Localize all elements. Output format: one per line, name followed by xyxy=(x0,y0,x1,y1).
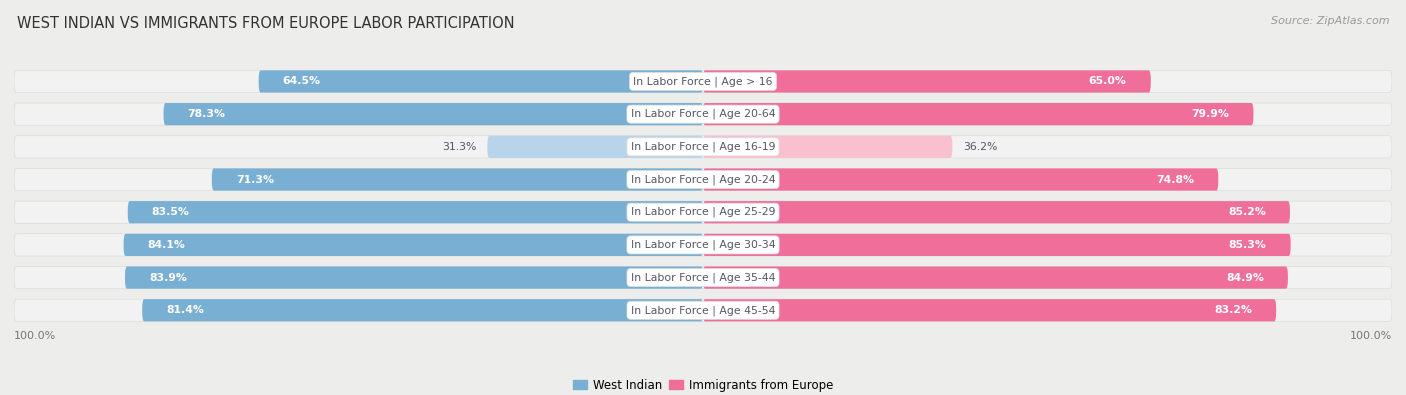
FancyBboxPatch shape xyxy=(14,201,1392,223)
FancyBboxPatch shape xyxy=(703,299,1277,322)
FancyBboxPatch shape xyxy=(142,299,703,322)
Text: 100.0%: 100.0% xyxy=(1350,331,1392,341)
FancyBboxPatch shape xyxy=(212,168,703,191)
FancyBboxPatch shape xyxy=(703,234,1291,256)
Text: 65.0%: 65.0% xyxy=(1088,77,1126,87)
Text: In Labor Force | Age 16-19: In Labor Force | Age 16-19 xyxy=(631,141,775,152)
Text: In Labor Force | Age > 16: In Labor Force | Age > 16 xyxy=(633,76,773,87)
Text: Source: ZipAtlas.com: Source: ZipAtlas.com xyxy=(1271,16,1389,26)
Text: In Labor Force | Age 35-44: In Labor Force | Age 35-44 xyxy=(631,272,775,283)
FancyBboxPatch shape xyxy=(14,299,1392,322)
Text: 85.3%: 85.3% xyxy=(1229,240,1267,250)
FancyBboxPatch shape xyxy=(259,70,703,92)
Text: 79.9%: 79.9% xyxy=(1191,109,1229,119)
Text: 83.9%: 83.9% xyxy=(149,273,187,282)
FancyBboxPatch shape xyxy=(488,136,703,158)
Text: 64.5%: 64.5% xyxy=(283,77,321,87)
FancyBboxPatch shape xyxy=(128,201,703,223)
FancyBboxPatch shape xyxy=(14,103,1392,125)
Text: 85.2%: 85.2% xyxy=(1227,207,1265,217)
FancyBboxPatch shape xyxy=(124,234,703,256)
Text: 83.5%: 83.5% xyxy=(152,207,190,217)
Legend: West Indian, Immigrants from Europe: West Indian, Immigrants from Europe xyxy=(568,374,838,395)
FancyBboxPatch shape xyxy=(14,136,1392,158)
FancyBboxPatch shape xyxy=(703,168,1219,191)
FancyBboxPatch shape xyxy=(14,267,1392,289)
FancyBboxPatch shape xyxy=(125,267,703,289)
Text: WEST INDIAN VS IMMIGRANTS FROM EUROPE LABOR PARTICIPATION: WEST INDIAN VS IMMIGRANTS FROM EUROPE LA… xyxy=(17,16,515,31)
Text: 81.4%: 81.4% xyxy=(166,305,204,315)
FancyBboxPatch shape xyxy=(14,234,1392,256)
FancyBboxPatch shape xyxy=(703,201,1289,223)
FancyBboxPatch shape xyxy=(703,136,952,158)
Text: In Labor Force | Age 25-29: In Labor Force | Age 25-29 xyxy=(631,207,775,218)
FancyBboxPatch shape xyxy=(703,103,1254,125)
Text: 71.3%: 71.3% xyxy=(236,175,274,184)
Text: 100.0%: 100.0% xyxy=(14,331,56,341)
FancyBboxPatch shape xyxy=(703,70,1152,92)
Text: In Labor Force | Age 20-24: In Labor Force | Age 20-24 xyxy=(631,174,775,185)
FancyBboxPatch shape xyxy=(163,103,703,125)
Text: 84.9%: 84.9% xyxy=(1226,273,1264,282)
FancyBboxPatch shape xyxy=(703,267,1288,289)
Text: 31.3%: 31.3% xyxy=(443,142,477,152)
Text: 74.8%: 74.8% xyxy=(1156,175,1194,184)
FancyBboxPatch shape xyxy=(14,70,1392,92)
Text: In Labor Force | Age 45-54: In Labor Force | Age 45-54 xyxy=(631,305,775,316)
FancyBboxPatch shape xyxy=(14,168,1392,191)
Text: In Labor Force | Age 20-64: In Labor Force | Age 20-64 xyxy=(631,109,775,119)
Text: 36.2%: 36.2% xyxy=(963,142,997,152)
Text: 84.1%: 84.1% xyxy=(148,240,186,250)
Text: 78.3%: 78.3% xyxy=(187,109,226,119)
Text: In Labor Force | Age 30-34: In Labor Force | Age 30-34 xyxy=(631,240,775,250)
Text: 83.2%: 83.2% xyxy=(1215,305,1253,315)
